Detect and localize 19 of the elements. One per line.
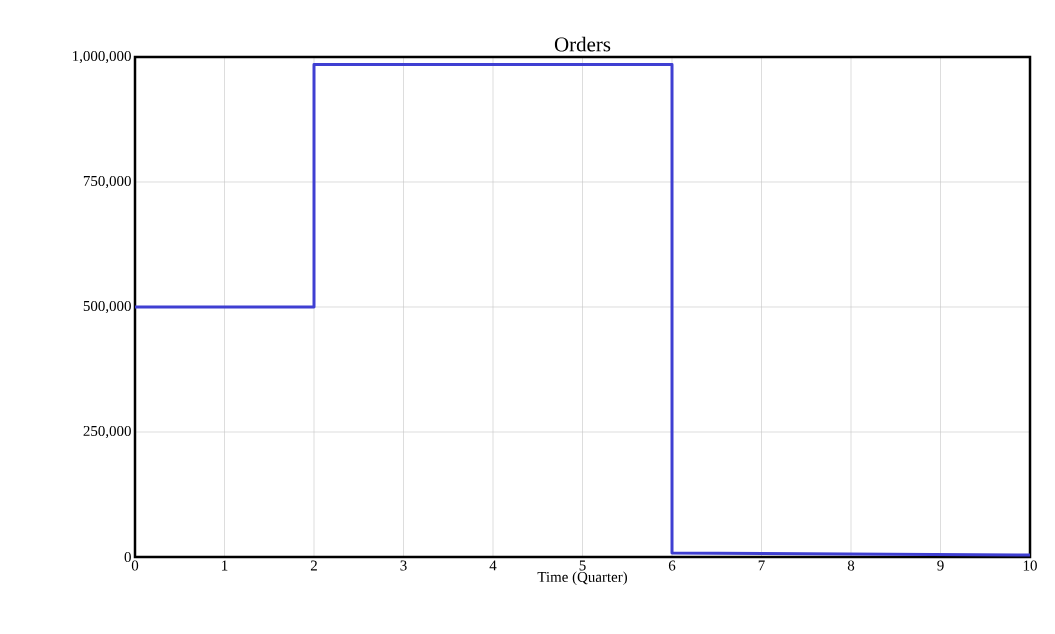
chart-title: Orders xyxy=(554,36,611,52)
x-tick-label: 7 xyxy=(758,560,765,571)
x-tick-label: 5 xyxy=(579,560,586,571)
y-tick-label: 500,000 xyxy=(83,300,131,314)
y-tick-label: 1,000,000 xyxy=(73,50,131,64)
y-tick-label: 750,000 xyxy=(83,175,131,189)
x-tick-label: 10 xyxy=(1023,560,1037,571)
x-tick-label: 6 xyxy=(668,560,676,571)
x-tick-label: 0 xyxy=(131,560,139,571)
x-tick-label: 3 xyxy=(400,560,407,571)
line-series xyxy=(133,63,1032,557)
x-axis-title: Time (Quarter) xyxy=(537,571,628,586)
y-tick-label: 250,000 xyxy=(83,425,131,439)
x-tick-label: 4 xyxy=(489,560,497,571)
x-tick-label: 8 xyxy=(847,560,855,571)
x-tick-label: 1 xyxy=(222,560,228,571)
x-tick-label: 2 xyxy=(310,560,317,571)
y-tick-label: 0 xyxy=(124,551,131,563)
x-tick-label: 9 xyxy=(937,560,944,571)
